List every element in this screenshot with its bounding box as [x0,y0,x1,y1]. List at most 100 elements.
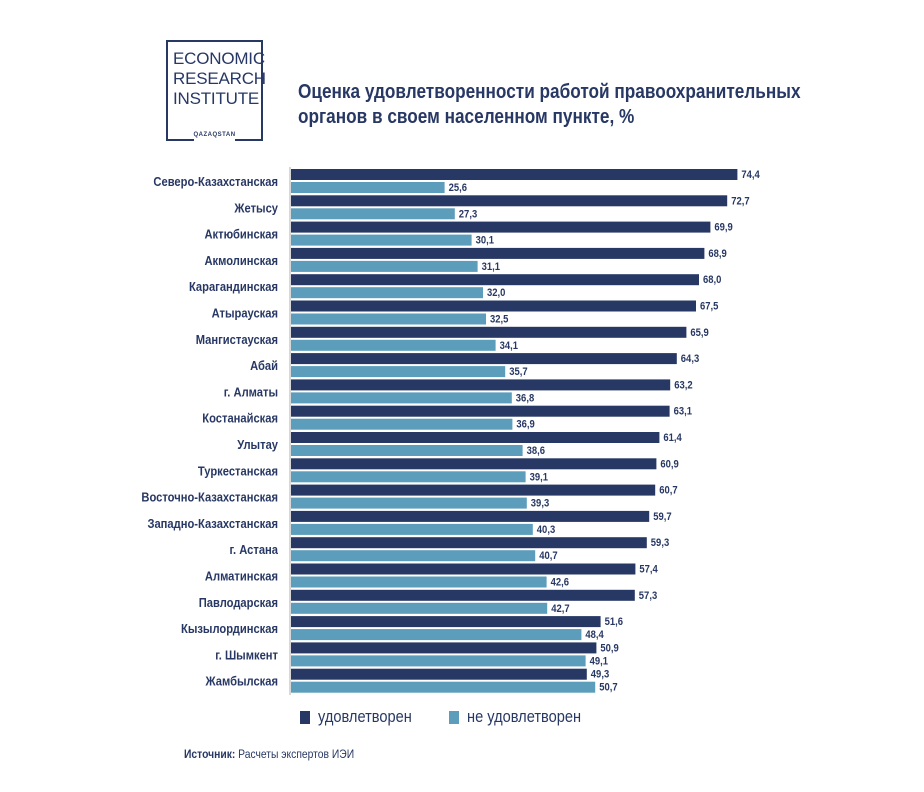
category-label: г. Алматы [224,385,278,400]
bar-not-satisfied [291,576,547,588]
data-label-satisfied: 72,7 [731,196,750,208]
data-label-satisfied: 49,3 [591,669,610,681]
data-label-not-satisfied: 42,7 [551,603,570,615]
logo-frame [166,40,263,141]
category-label: Жетысу [233,201,278,216]
logo-line-1: ECONOMIC [173,49,265,68]
bar-satisfied [291,616,601,628]
data-label-not-satisfied: 32,0 [487,288,506,300]
data-label-satisfied: 68,0 [703,275,722,287]
bar-satisfied [291,195,728,207]
bar-satisfied [291,379,671,391]
bar-satisfied [291,563,636,575]
bar-satisfied [291,274,699,286]
logo-line-2: RESEARCH [173,69,266,88]
category-label: Кызылординская [181,621,278,636]
data-label-satisfied: 69,9 [714,222,733,234]
bar-not-satisfied [291,629,582,641]
logo-text: ECONOMIC RESEARCH INSTITUTE [173,49,266,109]
category-label: Абай [250,358,278,373]
data-label-satisfied: 74,4 [741,169,760,181]
category-label: г. Астана [230,542,279,557]
bar-not-satisfied [291,392,512,404]
logo-frame-bottom-left [166,139,194,141]
bar-satisfied [291,642,597,654]
bar-not-satisfied [291,287,483,299]
category-label: Жамбылская [205,674,278,689]
data-label-satisfied: 60,7 [659,485,678,497]
category-label: Костанайская [202,411,278,426]
data-label-not-satisfied: 39,3 [531,498,550,510]
bar-not-satisfied [291,602,548,614]
category-label: Павлодарская [199,595,278,610]
category-label: Алматинская [205,569,278,584]
bar-not-satisfied [291,313,486,325]
category-label: Западно-Казахстанская [147,516,278,531]
data-label-not-satisfied: 34,1 [500,340,519,352]
data-label-satisfied: 63,2 [674,380,693,392]
data-label-not-satisfied: 39,1 [530,472,549,484]
data-label-not-satisfied: 36,9 [516,419,535,431]
category-label: Северо-Казахстанская [153,174,278,189]
data-label-satisfied: 50,9 [600,643,619,655]
bar-satisfied [291,510,650,522]
data-label-satisfied: 65,9 [690,327,709,339]
legend-item-satisfied: удовлетворен [300,707,427,727]
bar-satisfied [291,169,738,180]
bar-not-satisfied [291,681,596,693]
bar-satisfied [291,537,647,549]
chart-title-line-1: Оценка удовлетворенности работой правоох… [298,81,801,103]
data-label-not-satisfied: 48,4 [585,630,604,642]
legend-label-not-satisfied: не удовлетворен [467,707,582,726]
data-label-satisfied: 61,4 [663,432,682,444]
bar-not-satisfied [291,366,506,378]
bar-satisfied [291,668,587,680]
data-label-not-satisfied: 30,1 [476,235,495,247]
bar-not-satisfied [291,339,496,351]
data-label-not-satisfied: 32,5 [490,314,509,326]
data-label-satisfied: 68,9 [708,248,727,260]
logo-frame-bottom-right [235,139,263,141]
data-label-satisfied: 64,3 [681,354,700,366]
data-label-not-satisfied: 38,6 [527,445,546,457]
bar-satisfied [291,247,705,259]
data-label-not-satisfied: 42,6 [551,577,570,589]
legend-label-satisfied: удовлетворен [318,707,412,726]
bar-not-satisfied [291,655,586,667]
bar-satisfied [291,405,670,417]
legend-swatch-not-satisfied [449,710,460,724]
data-label-not-satisfied: 31,1 [482,261,501,273]
data-label-satisfied: 59,7 [653,511,672,523]
data-label-not-satisfied: 49,1 [590,656,609,668]
legend-swatch-satisfied [300,710,310,724]
data-label-not-satisfied: 50,7 [599,682,618,694]
bar-chart: Северо-Казахстанская 74,4 25,6 Жетысу 72,7 27… [141,167,760,695]
data-label-satisfied: 63,1 [674,406,693,418]
bar-satisfied [291,300,696,312]
data-label-not-satisfied: 27,3 [459,209,478,221]
category-label: Актюбинская [204,227,278,242]
category-label: Атырауская [212,306,278,321]
data-label-satisfied: 60,9 [660,459,679,471]
bar-satisfied [291,326,687,338]
bar-not-satisfied [291,182,445,193]
legend: удовлетворен не удовлетворен [300,705,622,729]
category-label: Акмолинская [204,253,278,268]
data-label-not-satisfied: 35,7 [509,367,528,379]
bar-not-satisfied [291,445,523,456]
category-label: Улытау [237,437,278,452]
category-label: Карагандинская [189,279,278,294]
bar-not-satisfied [291,471,526,483]
data-label-not-satisfied: 40,3 [537,524,556,536]
bar-not-satisfied [291,497,527,509]
bar-not-satisfied [291,260,478,272]
bar-satisfied [291,432,660,443]
chart-title: Оценка удовлетворенности работой правоох… [298,80,801,130]
data-label-not-satisfied: 36,8 [516,393,535,405]
source-note: Источник: Расчеты экспертов ИЭИ [184,747,354,761]
chart-title-line-2: органов в своем населенном пункте, % [298,106,635,128]
bar-not-satisfied [291,418,513,430]
bar-satisfied [291,484,656,496]
bar-satisfied [291,589,635,601]
bar-not-satisfied [291,234,472,246]
